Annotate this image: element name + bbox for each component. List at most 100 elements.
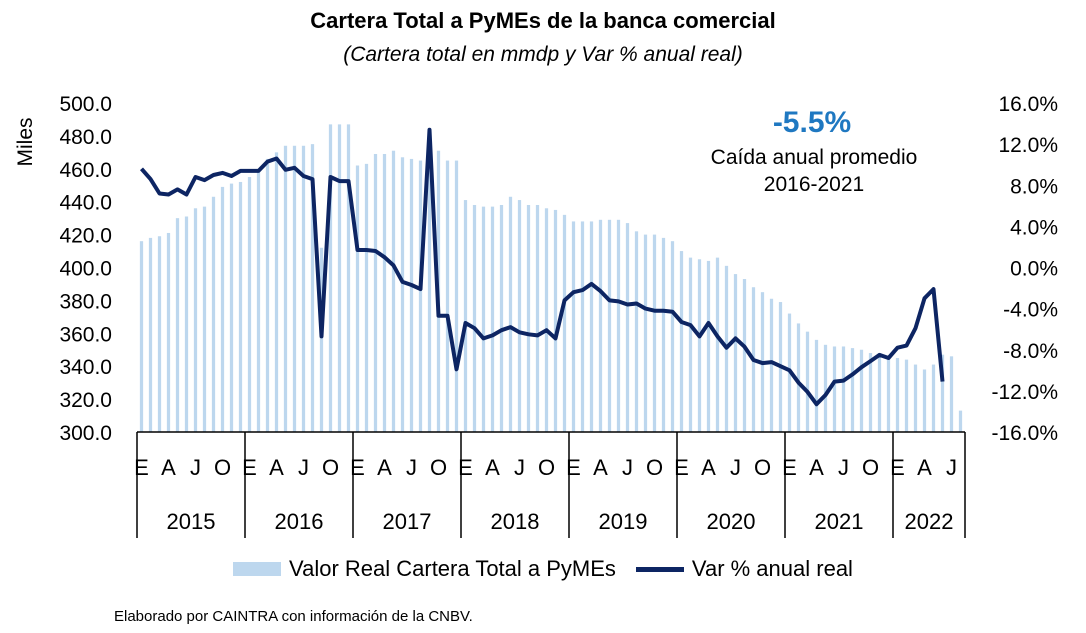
- bar: [301, 145, 306, 432]
- left-tick-label: 460.0: [59, 159, 112, 182]
- annotation-line1: Caída anual promedio: [711, 146, 918, 169]
- bar: [202, 206, 207, 432]
- bar: [607, 219, 612, 432]
- bar: [463, 200, 468, 432]
- bar: [355, 165, 360, 432]
- right-tick-label: -16.0%: [991, 422, 1058, 445]
- bar: [562, 214, 567, 432]
- bar: [409, 158, 414, 432]
- bar: [364, 163, 369, 433]
- bar: [220, 186, 225, 432]
- bar: [274, 152, 279, 432]
- bar: [733, 274, 738, 432]
- year-label: 2018: [491, 509, 540, 534]
- bar: [508, 196, 513, 432]
- bar: [832, 346, 837, 432]
- bar: [157, 236, 162, 432]
- bar: [589, 221, 594, 432]
- month-label: A: [809, 455, 824, 480]
- month-label: J: [514, 455, 525, 480]
- bar: [697, 259, 702, 432]
- bar: [391, 150, 396, 432]
- bar: [634, 231, 639, 432]
- bar: [211, 196, 216, 432]
- bar: [184, 216, 189, 432]
- month-label: J: [298, 455, 309, 480]
- bar: [688, 257, 693, 432]
- bar: [373, 153, 378, 432]
- bar: [616, 219, 621, 432]
- month-label: E: [242, 455, 257, 480]
- bar: [904, 359, 909, 432]
- right-tick-label: -12.0%: [991, 381, 1058, 404]
- bar: [139, 241, 144, 432]
- month-label: E: [350, 455, 365, 480]
- bar: [193, 208, 198, 432]
- bar: [400, 157, 405, 432]
- bar: [886, 356, 891, 432]
- bar: [895, 357, 900, 432]
- month-label: J: [190, 455, 201, 480]
- bar: [922, 369, 927, 432]
- bar: [256, 170, 261, 432]
- legend-bar-swatch: [233, 562, 282, 576]
- month-label: O: [214, 455, 231, 480]
- bar: [346, 124, 351, 432]
- left-tick-label: 500.0: [59, 93, 112, 116]
- bar: [472, 204, 477, 432]
- bar: [571, 221, 576, 432]
- left-tick-label: 440.0: [59, 192, 112, 215]
- left-tick-label: 400.0: [59, 258, 112, 281]
- bar: [148, 237, 153, 432]
- bar: [859, 349, 864, 432]
- year-label: 2020: [707, 509, 756, 534]
- bar: [823, 344, 828, 432]
- bar: [940, 354, 945, 432]
- month-label: E: [674, 455, 689, 480]
- right-tick-label: 8.0%: [1010, 175, 1058, 198]
- legend-item-line: Var % anual real: [635, 556, 853, 582]
- bar: [265, 158, 270, 432]
- bar: [175, 218, 180, 432]
- month-label: A: [701, 455, 716, 480]
- right-tick-label: -8.0%: [1003, 340, 1058, 363]
- legend-bar-label: Valor Real Cartera Total a PyMEs: [289, 556, 616, 581]
- line-path: [139, 127, 945, 407]
- bar: [625, 223, 630, 432]
- annotation: -5.5% Caída anual promedio 2016-2021: [711, 106, 918, 196]
- year-label: 2022: [905, 509, 954, 534]
- bar: [643, 234, 648, 432]
- left-tick-label: 320.0: [59, 389, 112, 412]
- bar: [850, 348, 855, 432]
- left-tick-label: 360.0: [59, 323, 112, 346]
- bar: [418, 160, 423, 432]
- month-label: E: [890, 455, 905, 480]
- bar: [931, 364, 936, 432]
- month-label: J: [946, 455, 957, 480]
- chart-title: Cartera Total a PyMEs de la banca comerc…: [310, 8, 776, 33]
- bar: [310, 144, 315, 432]
- bar: [814, 339, 819, 432]
- year-label: 2017: [383, 509, 432, 534]
- bar: [490, 206, 495, 432]
- month-label: A: [917, 455, 932, 480]
- left-tick-label: 420.0: [59, 225, 112, 248]
- bar: [247, 177, 252, 432]
- month-label: J: [406, 455, 417, 480]
- month-label: E: [782, 455, 797, 480]
- bar: [913, 364, 918, 432]
- month-label: O: [754, 455, 771, 480]
- bar: [877, 353, 882, 432]
- bar: [661, 237, 666, 432]
- year-label: 2016: [275, 509, 324, 534]
- y-axis-title-group: Miles: [14, 117, 37, 166]
- month-label: A: [161, 455, 176, 480]
- month-label: J: [730, 455, 741, 480]
- bar: [319, 247, 324, 432]
- bar-series: [139, 124, 963, 433]
- line-series: [139, 127, 945, 407]
- legend-line-label: Var % anual real: [691, 556, 853, 581]
- annotation-line2: 2016-2021: [764, 173, 864, 196]
- bar: [454, 160, 459, 432]
